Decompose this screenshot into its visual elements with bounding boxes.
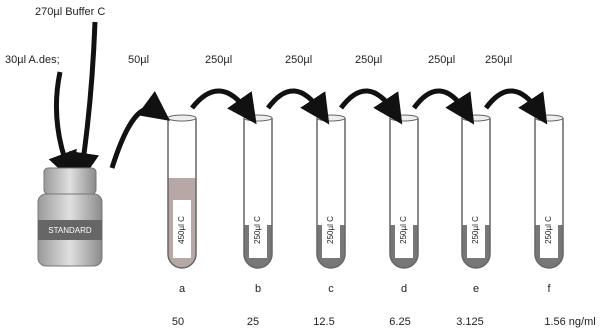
- tube: 250µl C: [317, 115, 345, 268]
- transfer-volume: 250µl: [355, 54, 382, 66]
- tube-volume: 250µl C: [471, 216, 480, 244]
- tube: 250µl C: [244, 115, 272, 268]
- arrow: [268, 91, 321, 112]
- tube-letter: d: [401, 283, 407, 295]
- tube-rim: [535, 115, 563, 121]
- tube-rim: [168, 115, 196, 121]
- arrow: [192, 91, 248, 112]
- transfer-volume: 250µl: [428, 54, 455, 66]
- tube-rim: [317, 115, 345, 121]
- transfer-volume: 250µl: [285, 54, 312, 66]
- tube-letter: a: [179, 283, 186, 295]
- tube: 450µl C: [168, 115, 196, 268]
- arrow: [341, 91, 394, 112]
- arrow: [486, 91, 539, 112]
- tube-volume: 250µl C: [326, 216, 335, 244]
- tube-letter: e: [473, 283, 479, 295]
- transfer-volume: 50µl: [128, 54, 149, 66]
- tube-volume: 250µl C: [544, 216, 553, 244]
- concentration: 6.25: [389, 316, 410, 328]
- arrow: [56, 72, 68, 168]
- tube-rim: [244, 115, 272, 121]
- tube-volume: 250µl C: [399, 216, 408, 244]
- tube: 250µl C: [462, 115, 490, 268]
- concentration: 1.56 ng/ml: [544, 316, 595, 328]
- diagram: 270µl Buffer C 30µl A.des; STANDARD 450µ…: [0, 0, 609, 335]
- standard-input-label: 30µl A.des;: [5, 54, 60, 66]
- concentration: 3.125: [456, 316, 484, 328]
- tube-letter: f: [547, 283, 551, 295]
- concentration: 50: [172, 316, 184, 328]
- tube: 250µl C: [390, 115, 418, 268]
- tube-volume: 250µl C: [253, 216, 262, 244]
- buffer-label: 270µl Buffer C: [35, 6, 105, 18]
- tube: 250µl C: [535, 115, 563, 268]
- bottle: STANDARD: [38, 168, 102, 266]
- tube-letter: b: [255, 283, 261, 295]
- tube-volume: 450µl C: [177, 216, 186, 244]
- tube-rim: [390, 115, 418, 121]
- transfer-volume: 250µl: [485, 54, 512, 66]
- concentration: 12.5: [313, 316, 334, 328]
- tube-letter: c: [328, 283, 334, 295]
- bottle-label: STANDARD: [48, 226, 92, 235]
- concentration: 25: [247, 316, 259, 328]
- arrow: [112, 109, 158, 168]
- tube-rim: [462, 115, 490, 121]
- arrow: [82, 22, 95, 168]
- transfer-volume: 250µl: [205, 54, 232, 66]
- arrow: [414, 91, 466, 112]
